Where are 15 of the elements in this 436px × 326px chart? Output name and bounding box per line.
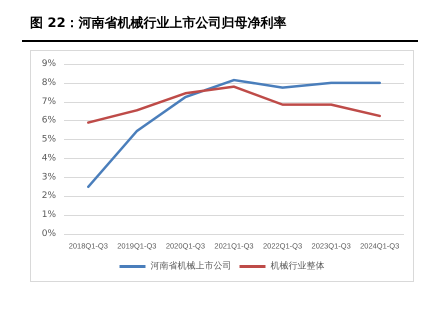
- line-series: [87, 85, 381, 124]
- y-tick-label: 0%: [42, 229, 56, 239]
- y-tick-label: 5%: [42, 134, 56, 145]
- y-tick-label: 1%: [42, 210, 56, 220]
- y-tick-label: 2%: [42, 191, 56, 202]
- legend-label: 河南省机械上市公司: [150, 260, 232, 272]
- chart-title: 图 22：河南省机械行业上市公司归母净利率: [30, 14, 287, 32]
- legend-label: 机械行业整体: [270, 260, 324, 272]
- y-tick-label: 9%: [42, 59, 56, 69]
- y-tick-label: 6%: [42, 116, 56, 126]
- y-tick-label: 3%: [42, 172, 56, 182]
- y-tick-label: 4%: [42, 153, 56, 164]
- y-tick-label: 8%: [42, 78, 56, 88]
- y-tick-label: 7%: [42, 96, 56, 107]
- line-series: [87, 78, 381, 188]
